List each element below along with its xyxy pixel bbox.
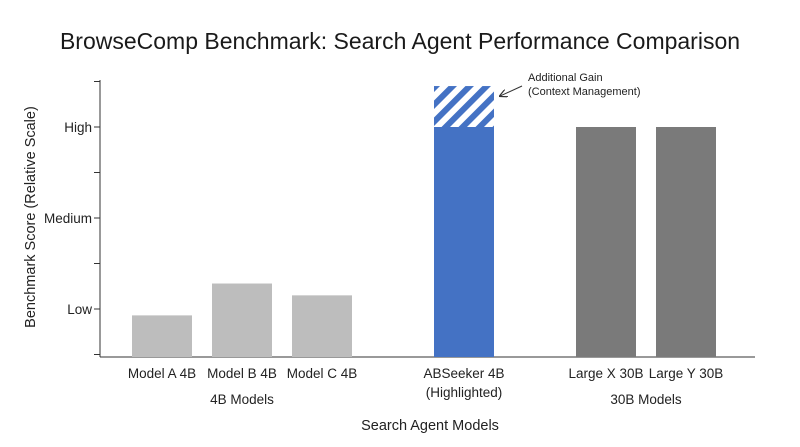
group-label: 4B Models bbox=[210, 392, 274, 407]
bar bbox=[212, 283, 272, 357]
group-labels: 4B Models 30B Models bbox=[210, 392, 682, 407]
x-tick-label: Large Y 30B bbox=[649, 366, 724, 381]
bar bbox=[576, 127, 636, 357]
y-axis: Low Medium High bbox=[44, 80, 101, 357]
bar bbox=[132, 315, 192, 357]
bar bbox=[434, 127, 494, 357]
y-tick-label: Medium bbox=[44, 211, 92, 226]
y-axis-title: Benchmark Score (Relative Scale) bbox=[23, 106, 39, 328]
x-axis-title: Search Agent Models bbox=[361, 418, 499, 434]
x-tick-label: Large X 30B bbox=[568, 366, 643, 381]
x-tick-labels: Model A 4B Model B 4B Model C 4B ABSeeker 4… bbox=[128, 366, 723, 400]
x-tick-label: (Highlighted) bbox=[426, 385, 503, 400]
group-label: 30B Models bbox=[610, 392, 682, 407]
annotation-label: Additional Gain bbox=[528, 72, 603, 84]
x-tick-label: Model B 4B bbox=[207, 366, 277, 381]
x-tick-label: Model C 4B bbox=[287, 366, 358, 381]
x-tick-label: ABSeeker 4B bbox=[423, 366, 504, 381]
bar-additional-gain bbox=[434, 86, 494, 127]
bar bbox=[656, 127, 716, 357]
x-tick-label: Model A 4B bbox=[128, 366, 196, 381]
bar bbox=[292, 295, 352, 357]
y-tick-label: High bbox=[64, 120, 92, 135]
annotation: Additional Gain (Context Management) bbox=[500, 72, 641, 98]
chart-title: BrowseComp Benchmark: Search Agent Perfo… bbox=[59, 28, 741, 54]
annotation-arrow bbox=[500, 85, 523, 96]
y-tick-label: Low bbox=[67, 302, 92, 317]
bars bbox=[132, 86, 716, 357]
annotation-label: (Context Management) bbox=[528, 86, 641, 98]
